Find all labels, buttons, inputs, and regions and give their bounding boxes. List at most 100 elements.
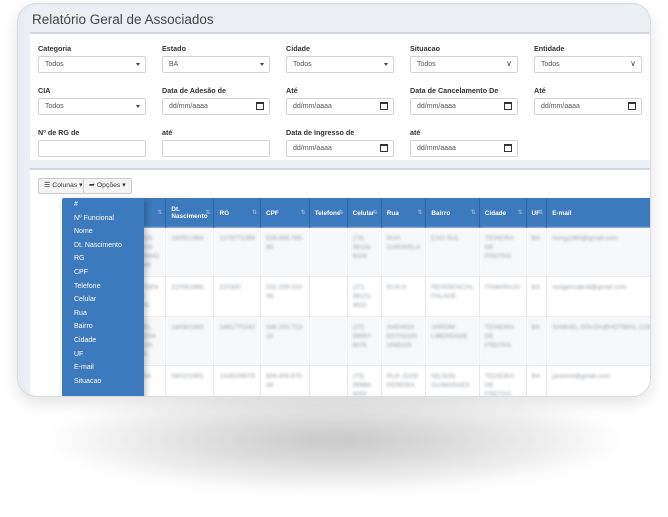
filter-label: até [410,128,421,137]
filter-label: até [162,128,173,137]
column-header[interactable]: Rua ⇅ [381,198,427,228]
table-cell: mvcg1984@gmail.com [546,228,650,277]
filter-label: Data de Ingresso de [286,128,355,137]
table-row[interactable]: ROSITGEN PINTO CABRAL22/09/1986220300032… [120,276,650,317]
text-input[interactable] [162,140,270,157]
table-cell: BA [526,276,548,317]
table-cell: 18/05/1984 [165,228,215,277]
calendar-icon[interactable] [256,102,264,110]
list-icon: ☰ [44,182,51,189]
column-header-label: Telefone [314,209,341,217]
filter-label: Situacao [410,44,440,53]
table-row[interactable]: SAMUEL BARBOSA DA SILVA SOUZA18/08/19931… [120,316,650,366]
associates-table: Nome⇅Dt. Nascimento⇅RG⇅CPF⇅Telefone⇅Celu… [120,198,650,396]
filter-select[interactable]: Todos ∨ [410,56,518,73]
date-input[interactable]: dd/mm/aaaa [410,98,518,115]
columns-button[interactable]: ☰ Colunas ▾ [38,178,89,194]
table-cell: (27) 99997-8076 [347,316,382,366]
column-header[interactable]: RG ⇅ [213,198,262,228]
device-shadow [40,385,630,495]
table-cell: 18/08/1993 [165,316,215,366]
options-button[interactable]: ➦ Opções ▾ [83,178,132,194]
page-title: Relatório Geral de Associados [32,12,214,27]
column-toggle-item[interactable]: Nome [74,228,93,236]
filter-select[interactable]: BA [162,56,270,73]
calendar-icon[interactable] [504,102,512,110]
table-row[interactable]: JANILDA SILVA08/02/19931438209078859.409… [120,365,650,396]
filter-value: dd/mm/aaaa [293,145,332,152]
column-toggle-item[interactable]: Telefone [74,282,101,290]
column-header-label: Dt. Nascimento [171,206,208,220]
filter-select[interactable]: Todos ∨ [534,56,642,73]
table-cell: 859.409.875-08 [260,365,310,396]
sort-icon: ⇅ [252,210,258,216]
table-cell [309,228,348,277]
column-toggle-item[interactable]: Nº Funcional [74,214,114,222]
sort-icon: ⇅ [470,210,476,216]
filter-label: Data de Adesão de [162,86,227,95]
table-cell: SAMUEL.SOUZA@HOTMAIL.COM [546,316,650,366]
filter-label: Entidade [534,44,565,53]
calendar-icon[interactable] [504,144,512,152]
table-cell: rosigencabral@gmail.com [546,276,650,317]
date-input[interactable]: dd/mm/aaaa [286,98,394,115]
device-frame: Relatório Geral de Associados Categoria T… [18,4,650,396]
column-header[interactable]: Cidade ⇅ [479,198,527,228]
column-header[interactable]: Telefone ⇅ [309,198,348,228]
table-cell: 22/09/1986 [165,276,215,317]
filter-value: BA [169,61,179,68]
column-toggle-item[interactable]: # [74,201,78,208]
filter-row3-3: até dd/mm/aaaa [410,128,520,157]
filter-select[interactable]: Todos [38,56,146,73]
table-cell: 08/02/1993 [165,365,215,396]
calendar-icon[interactable] [380,144,388,152]
column-header-label: RG [219,209,230,217]
table-cell: (27) 98101-4620 [347,276,382,317]
date-input[interactable]: dd/mm/aaaa [410,140,518,157]
column-toggle-item[interactable]: Rua [74,309,87,317]
columns-dropdown-menu: # Nº Funcional Nome Dt. Nascimento RG CPF Tele… [62,198,144,396]
column-header[interactable]: CPF ⇅ [260,198,310,228]
filter-row1-2: Cidade Todos [286,44,396,73]
table-cell [309,316,348,366]
column-header-label: Bairro [431,209,451,217]
share-icon: ➦ [89,182,95,189]
filter-value: dd/mm/aaaa [169,103,208,110]
filter-value: Todos [541,61,560,68]
filter-label: Data de Cancelamento De [410,86,499,95]
column-header[interactable]: E-mail⇅ [546,198,650,228]
column-header[interactable]: Bairro ⇅ [425,198,480,228]
column-header[interactable]: Dt. Nascimento ⇅ [165,198,215,228]
column-toggle-item[interactable]: Situacao [74,377,102,385]
filter-row2-4: Até dd/mm/aaaa [534,86,644,115]
filter-value: dd/mm/aaaa [541,103,580,110]
column-toggle-item[interactable]: CPF [74,268,88,276]
column-toggle-item[interactable]: E-mail [74,364,94,372]
table-cell: 616.898.785-80 [260,228,310,277]
caret-icon [260,63,264,66]
filter-value: Todos [293,61,312,68]
column-toggle-item[interactable]: Celular [74,296,97,304]
column-toggle-item[interactable]: RG [74,255,85,263]
table-cell: 1461770243 [213,316,262,366]
column-toggle-item[interactable]: Cidade [74,336,97,344]
text-input[interactable] [38,140,146,157]
filter-select[interactable]: Todos [38,98,146,115]
table-cell: RESIDENCIAL FALAGE [425,276,480,317]
table-row[interactable]: MARCUS VINICIUS COUTINHO GASPAR18/05/198… [120,228,650,277]
filter-select[interactable]: Todos [286,56,394,73]
column-header[interactable]: UF ⇅ [526,198,548,228]
column-toggle-item[interactable]: Bairro [74,323,93,331]
column-header[interactable]: Celular ⇅ [347,198,382,228]
calendar-icon[interactable] [380,102,388,110]
column-toggle-item[interactable]: Dt. Nascimento [74,241,122,249]
columns-button-label: Colunas [52,182,78,189]
column-toggle-item[interactable]: UF [74,350,84,358]
date-input[interactable]: dd/mm/aaaa [286,140,394,157]
calendar-icon[interactable] [628,102,636,110]
date-input[interactable]: dd/mm/aaaa [534,98,642,115]
filter-row2-1: Data de Adesão de dd/mm/aaaa [162,86,272,115]
date-input[interactable]: dd/mm/aaaa [162,98,270,115]
sort-icon: ⇅ [205,210,211,216]
caret-icon: ▾ [77,182,83,189]
